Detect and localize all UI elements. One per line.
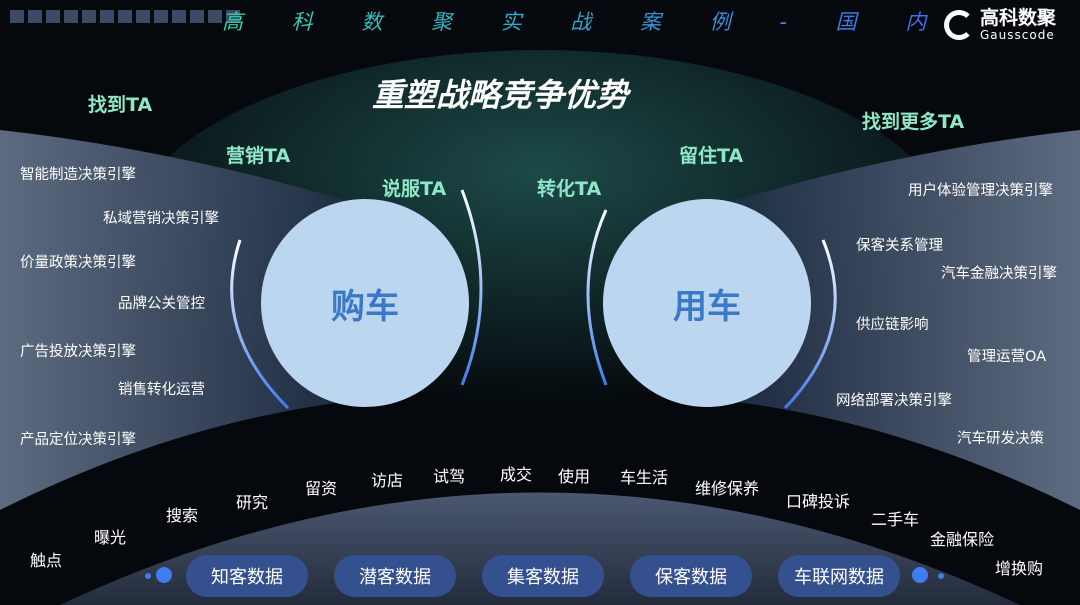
stage-label: 二手车 (871, 510, 920, 529)
right-item: 供应链影响 (856, 317, 929, 333)
left-item: 销售转化运营 (118, 382, 205, 398)
stage-label: 使用 (558, 467, 591, 486)
stage-label: 车生活 (620, 468, 669, 487)
data-pill: 知客数据 (186, 555, 308, 597)
ta-retain: 留住TA (679, 145, 744, 167)
logo: 高科数聚 Gausscode (944, 8, 1056, 42)
stage-label: 研究 (236, 493, 269, 512)
stage-label: 搜索 (166, 506, 199, 525)
stage-label: 访店 (371, 471, 404, 490)
right-item: 保客关系管理 (856, 238, 943, 254)
left-item: 产品定位决策引擎 (20, 432, 136, 448)
logo-icon (944, 10, 974, 40)
right-item: 汽车研发决策 (957, 431, 1044, 447)
right-item: 管理运营OA (967, 349, 1047, 365)
left-item: 智能制造决策引擎 (20, 167, 136, 183)
stage-label: 口碑投诉 (786, 492, 851, 511)
left-item: 品牌公关管控 (118, 296, 205, 312)
dot-decoration (938, 573, 944, 579)
stage-label: 试驾 (433, 467, 466, 486)
stage-label: 触点 (30, 551, 63, 570)
stage-label: 增换购 (995, 559, 1044, 578)
right-item: 用户体验管理决策引擎 (908, 183, 1053, 199)
data-pill: 集客数据 (482, 555, 604, 597)
dot-decoration (912, 567, 928, 583)
dot-decoration (145, 573, 151, 579)
data-pill: 车联网数据 (778, 555, 900, 597)
header-decoration (10, 10, 240, 23)
dot-decoration (156, 567, 172, 583)
page-title: 重塑战略竞争优势 (372, 76, 629, 114)
left-item: 价量政策决策引擎 (20, 255, 136, 271)
circle-use-car: 用车 (603, 199, 811, 407)
stage-label: 金融保险 (930, 530, 995, 549)
data-pill: 保客数据 (630, 555, 752, 597)
stage-label: 成交 (500, 465, 533, 484)
logo-en: Gausscode (980, 28, 1055, 42)
right-item: 汽车金融决策引擎 (941, 266, 1057, 282)
left-item: 广告投放决策引擎 (20, 344, 136, 360)
right-item: 网络部署决策引擎 (836, 393, 952, 409)
ta-find: 找到TA (88, 94, 153, 116)
ta-persuade: 说服TA (382, 178, 447, 200)
ta-find-more: 找到更多TA (862, 111, 965, 133)
logo-cn: 高科数聚 (980, 7, 1057, 29)
stage-label: 曝光 (94, 528, 127, 547)
data-pill: 潜客数据 (334, 555, 456, 597)
series-title: 高 科 数 聚 实 战 案 例 - 国 内 (222, 6, 947, 36)
left-item: 私域营销决策引擎 (103, 211, 219, 227)
circle-buy-car: 购车 (261, 199, 469, 407)
ta-convert: 转化TA (537, 178, 602, 200)
ta-market: 营销TA (226, 145, 291, 167)
stage-label: 留资 (305, 479, 338, 498)
stage-label: 维修保养 (695, 479, 760, 498)
